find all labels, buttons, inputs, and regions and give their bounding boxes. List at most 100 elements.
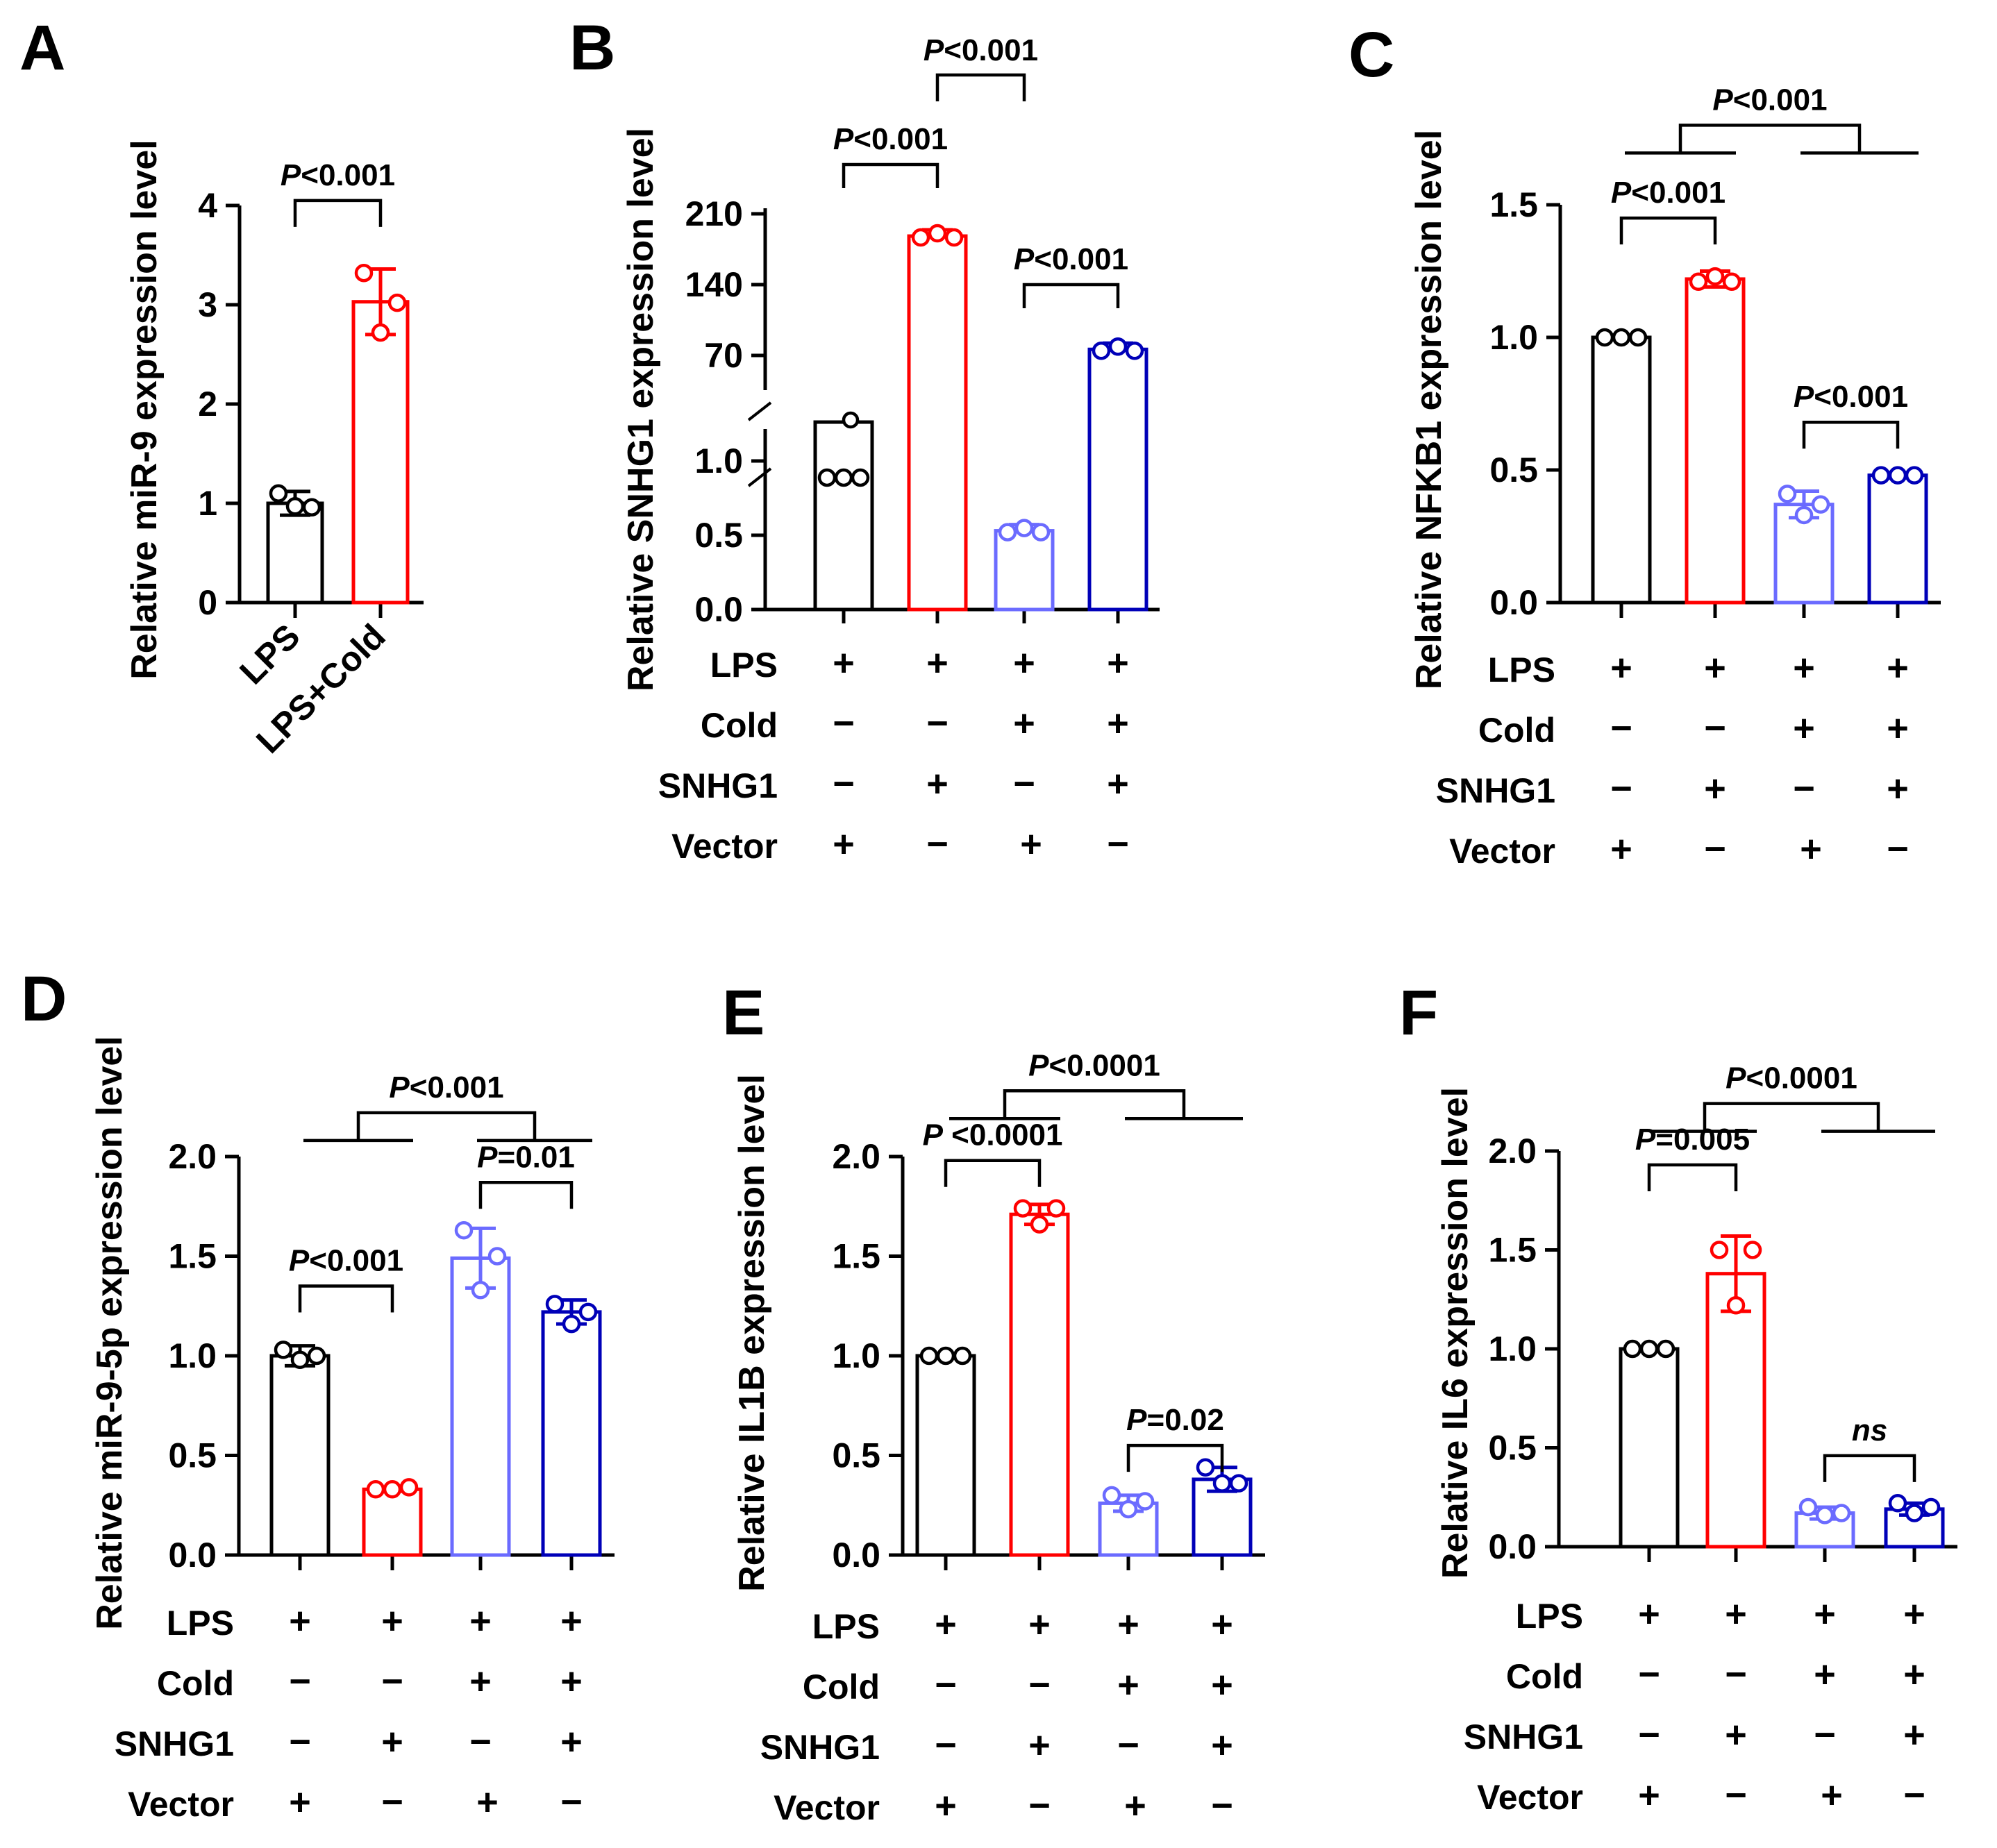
p-value-label: P<0.0001 xyxy=(1726,1061,1857,1095)
data-point xyxy=(1108,337,1128,356)
condition-sign: − xyxy=(1814,1714,1836,1756)
p-value-rest: <0.001 xyxy=(1733,83,1828,117)
condition-sign: + xyxy=(833,642,855,684)
y-tick-label: 140 xyxy=(685,265,743,304)
data-point xyxy=(1726,1296,1746,1315)
data-point xyxy=(1798,1497,1818,1517)
y-tick-label: 2.0 xyxy=(1488,1132,1537,1170)
condition-sign: − xyxy=(1211,1785,1233,1826)
y-tick-label: 2 xyxy=(198,385,217,423)
data-point xyxy=(1710,1241,1729,1259)
p-value-label: P<0.001 xyxy=(1611,176,1726,210)
data-point xyxy=(1119,1500,1138,1519)
p-value-prefix: P xyxy=(924,33,944,67)
condition-sign: − xyxy=(1107,823,1129,865)
bar xyxy=(362,1487,423,1557)
data-point xyxy=(1705,267,1725,286)
data-point xyxy=(1888,466,1907,485)
data-point xyxy=(1125,342,1144,360)
data-point xyxy=(454,1220,474,1240)
p-value-prefix: P xyxy=(1726,1061,1746,1095)
condition-sign: + xyxy=(1211,1604,1233,1645)
condition-label: LPS xyxy=(1516,1597,1583,1636)
data-point xyxy=(285,497,305,516)
p-value-label: P<0.001 xyxy=(1014,242,1128,276)
p-value-label: P<0.0001 xyxy=(1028,1048,1160,1082)
condition-sign: + xyxy=(1107,763,1129,805)
data-point xyxy=(562,1314,581,1334)
condition-sign: + xyxy=(1821,1774,1843,1816)
p-value-prefix: P xyxy=(281,158,301,192)
p-value-label: P<0.001 xyxy=(281,158,395,192)
data-point xyxy=(919,1346,939,1366)
p-value-rest: <0.001 xyxy=(410,1070,504,1104)
data-point xyxy=(1794,505,1814,525)
p-value-prefix: P xyxy=(477,1140,498,1174)
condition-sign: − xyxy=(833,763,855,805)
data-point xyxy=(1811,495,1830,514)
p-value-ns: ns xyxy=(1852,1413,1887,1447)
condition-sign: + xyxy=(1028,1604,1051,1645)
condition-label: SNHG1 xyxy=(1436,771,1555,810)
data-point xyxy=(371,323,390,342)
condition-sign: + xyxy=(560,1661,583,1702)
condition-sign: − xyxy=(1725,1774,1747,1816)
data-point xyxy=(1212,1474,1232,1493)
p-value-prefix: P xyxy=(1794,380,1814,414)
y-tick-label: 0.5 xyxy=(168,1436,217,1475)
condition-sign: − xyxy=(381,1781,403,1823)
data-point xyxy=(817,468,837,487)
data-point xyxy=(1815,1506,1835,1524)
y-tick-label: 1.0 xyxy=(1489,318,1538,357)
panel-letter: C xyxy=(1348,19,1394,90)
condition-label: Vector xyxy=(774,1788,880,1827)
data-point xyxy=(290,1350,310,1369)
p-value-prefix: P xyxy=(1712,83,1733,117)
condition-sign: − xyxy=(560,1781,583,1823)
bar xyxy=(915,1354,976,1557)
condition-sign: + xyxy=(1814,1593,1836,1635)
condition-sign: + xyxy=(935,1604,957,1645)
data-point xyxy=(1871,466,1891,485)
p-value-label: P=0.02 xyxy=(1126,1403,1224,1437)
p-value-label: P<0.001 xyxy=(1794,380,1908,414)
data-point xyxy=(1623,1339,1642,1359)
condition-sign: + xyxy=(1887,768,1909,809)
condition-sign: + xyxy=(560,1600,583,1642)
condition-sign: − xyxy=(926,703,949,744)
data-point xyxy=(1046,1199,1066,1218)
condition-sign: + xyxy=(1725,1593,1747,1635)
x-tick-label: LPS xyxy=(232,616,307,691)
y-axis-title: Relative miR-9 expression level xyxy=(124,140,165,680)
group-bracket xyxy=(1678,124,1862,153)
p-value-prefix: P xyxy=(289,1244,310,1278)
condition-sign: + xyxy=(1887,707,1909,749)
condition-label: Vector xyxy=(1477,1778,1583,1817)
p-value-prefix: P xyxy=(1635,1123,1656,1157)
condition-sign: − xyxy=(926,823,949,865)
condition-sign: − xyxy=(289,1721,311,1763)
condition-sign: + xyxy=(1013,703,1035,744)
condition-sign: + xyxy=(1610,647,1632,689)
p-value-label: P<0.001 xyxy=(924,33,1038,67)
p-value-rest: <0.0001 xyxy=(1746,1061,1857,1095)
condition-sign: − xyxy=(1903,1774,1925,1816)
bar xyxy=(1009,1212,1070,1557)
chart-panel-e: E0.00.51.01.52.0P <0.0001P=0.02P<0.0001R… xyxy=(722,977,1265,1827)
bar xyxy=(450,1256,511,1557)
p-value-label: P<0.001 xyxy=(289,1244,403,1278)
significance-bracket xyxy=(1647,1163,1738,1191)
condition-sign: + xyxy=(476,1781,499,1823)
condition-sign: − xyxy=(1028,1785,1051,1826)
data-point xyxy=(545,1295,565,1313)
condition-sign: − xyxy=(1117,1724,1139,1766)
p-value-rest: <0.001 xyxy=(309,1244,403,1278)
p-value-label: P<0.001 xyxy=(833,122,948,156)
y-tick-label: 1.0 xyxy=(694,442,743,480)
condition-sign: − xyxy=(1610,707,1632,749)
condition-sign: − xyxy=(833,703,855,744)
p-value-rest: <0.001 xyxy=(1631,176,1726,210)
y-tick-label: 0.0 xyxy=(1489,583,1538,622)
bar xyxy=(907,234,968,612)
condition-sign: − xyxy=(1638,1714,1660,1756)
